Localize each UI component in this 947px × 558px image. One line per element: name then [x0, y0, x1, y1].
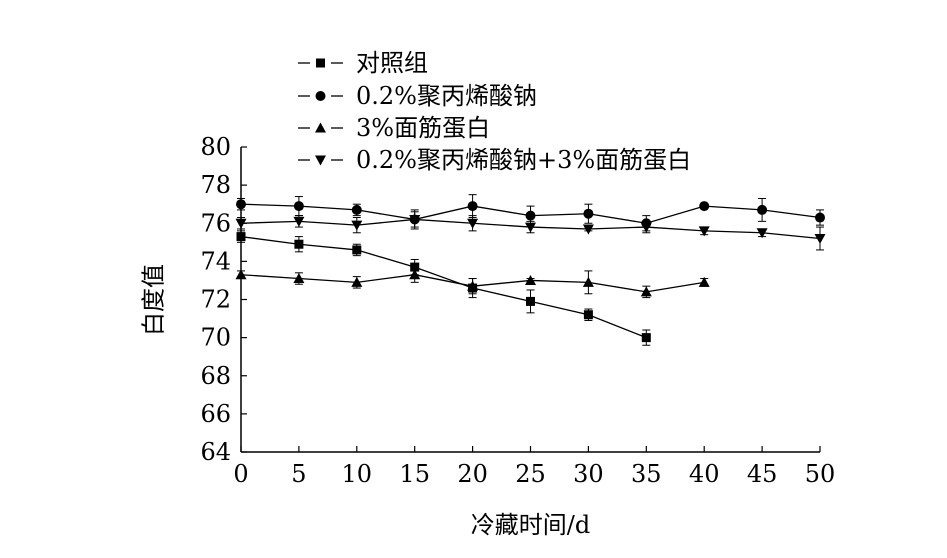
data-point — [294, 239, 304, 249]
data-point — [467, 280, 479, 291]
x-tick-label: 35 — [631, 460, 662, 488]
legend-label: 0.2%聚丙烯酸钠+3%面筋蛋白 — [356, 146, 691, 174]
legend-marker — [315, 122, 326, 133]
data-point — [698, 276, 710, 287]
legend-item: 3%面筋蛋白 — [298, 114, 490, 142]
data-point — [467, 218, 479, 229]
data-point — [409, 269, 421, 280]
legend-label: 0.2%聚丙烯酸钠 — [356, 82, 537, 110]
data-point — [352, 245, 362, 255]
data-point — [236, 232, 246, 242]
data-point — [582, 276, 594, 287]
data-point — [351, 204, 362, 215]
data-point — [640, 222, 652, 233]
data-point — [467, 201, 478, 212]
legend-marker — [315, 155, 326, 166]
x-tick-label: 15 — [399, 460, 430, 488]
x-tick-label: 10 — [342, 460, 373, 488]
data-point — [409, 214, 421, 225]
series-group — [235, 194, 826, 346]
data-point — [582, 224, 594, 235]
y-tick-label: 80 — [200, 133, 231, 161]
y-tick-label: 70 — [200, 324, 231, 352]
legend-item: 0.2%聚丙烯酸钠+3%面筋蛋白 — [298, 146, 691, 174]
x-axis-label: 冷藏时间/d — [471, 511, 590, 539]
legend-marker — [315, 91, 326, 101]
legend-label: 对照组 — [356, 49, 428, 77]
x-tick-label: 50 — [805, 460, 836, 488]
series-3 — [235, 266, 710, 299]
y-tick-label: 64 — [200, 438, 231, 466]
legend-item: 0.2%聚丙烯酸钠 — [298, 82, 537, 110]
data-point — [583, 310, 593, 320]
x-tick-label: 20 — [457, 460, 488, 488]
y-tick-label: 78 — [200, 171, 231, 199]
data-point — [815, 212, 825, 223]
axes — [240, 146, 821, 453]
tick-labels: 0 5 10 15 20 25 30 35 40 45 50 64 66 68 70 72 74 76 78 80 — [200, 133, 835, 488]
data-point — [293, 201, 304, 212]
data-point — [757, 204, 768, 215]
data-point — [814, 234, 826, 244]
legend-marker — [316, 58, 325, 68]
series-line — [240, 235, 647, 339]
legend-label: 3%面筋蛋白 — [356, 114, 490, 142]
data-point — [235, 269, 247, 280]
y-tick-label: 66 — [200, 400, 231, 428]
data-point — [236, 199, 246, 210]
data-point — [525, 274, 536, 285]
data-point — [641, 333, 651, 343]
data-point — [351, 276, 363, 287]
data-point — [293, 273, 305, 284]
data-point — [640, 286, 652, 297]
x-tick-label: 25 — [515, 460, 546, 488]
x-tick-label: 30 — [573, 460, 604, 488]
data-point — [525, 210, 536, 221]
y-axis-label: 白度值 — [140, 264, 168, 336]
data-point — [756, 228, 768, 239]
legend: 对照组 0.2%聚丙烯酸钠 3%面筋蛋白 0.2%聚丙烯酸钠+3%面筋蛋白 — [298, 49, 691, 174]
data-point — [293, 216, 305, 227]
legend-item: 对照组 — [298, 49, 428, 77]
data-point — [235, 218, 247, 229]
y-tick-label: 74 — [200, 247, 231, 275]
data-point — [699, 201, 710, 212]
x-tick-label: 0 — [233, 460, 248, 488]
series-4 — [235, 209, 826, 251]
data-point — [698, 226, 710, 237]
y-tick-label: 76 — [200, 209, 231, 237]
y-tick-label: 72 — [200, 286, 231, 314]
data-point — [526, 296, 535, 306]
data-point — [525, 222, 536, 233]
data-point — [583, 208, 594, 219]
x-tick-label: 5 — [291, 460, 306, 488]
y-tick-label: 68 — [200, 362, 231, 390]
x-tick-label: 45 — [747, 460, 778, 488]
data-point — [351, 220, 363, 231]
x-tick-label: 40 — [689, 460, 720, 488]
